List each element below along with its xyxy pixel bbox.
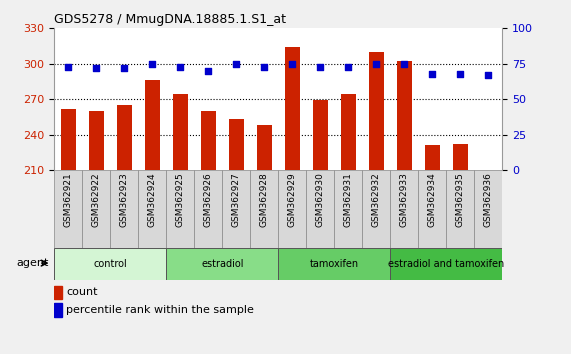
Text: control: control (94, 259, 127, 269)
Bar (313, 100, 328, 170)
Text: GSM362934: GSM362934 (428, 172, 437, 227)
Bar (54, 286, 62, 299)
Text: GSM362924: GSM362924 (148, 172, 157, 227)
Text: GSM362921: GSM362921 (64, 172, 73, 227)
FancyBboxPatch shape (194, 170, 222, 248)
FancyBboxPatch shape (475, 170, 502, 248)
Point (372, 61, 381, 67)
Point (484, 72, 493, 78)
Text: GSM362927: GSM362927 (232, 172, 241, 227)
Bar (425, 145, 440, 170)
Text: GSM362933: GSM362933 (400, 172, 409, 227)
Point (316, 64, 325, 69)
FancyBboxPatch shape (307, 170, 335, 248)
Text: GSM362929: GSM362929 (288, 172, 297, 227)
Point (260, 64, 269, 69)
Text: count: count (66, 287, 98, 297)
FancyBboxPatch shape (419, 170, 447, 248)
Bar (285, 47, 300, 170)
Text: GDS5278 / MmugDNA.18885.1.S1_at: GDS5278 / MmugDNA.18885.1.S1_at (54, 13, 286, 26)
FancyBboxPatch shape (391, 248, 502, 280)
Text: GSM362923: GSM362923 (120, 172, 129, 227)
FancyBboxPatch shape (279, 170, 307, 248)
Text: agent: agent (16, 258, 49, 268)
FancyBboxPatch shape (54, 248, 166, 280)
Bar (200, 111, 216, 170)
Text: estradiol and tamoxifen: estradiol and tamoxifen (388, 259, 505, 269)
Point (176, 64, 185, 69)
FancyBboxPatch shape (279, 248, 391, 280)
Bar (172, 95, 188, 170)
FancyBboxPatch shape (335, 170, 363, 248)
Point (120, 65, 129, 71)
Bar (54, 303, 62, 317)
Bar (61, 109, 76, 170)
Text: GSM362928: GSM362928 (260, 172, 269, 227)
FancyBboxPatch shape (391, 170, 419, 248)
Bar (89, 111, 104, 170)
Bar (256, 125, 272, 170)
Text: percentile rank within the sample: percentile rank within the sample (66, 305, 254, 315)
Text: GSM362926: GSM362926 (204, 172, 213, 227)
Point (428, 71, 437, 76)
Point (456, 71, 465, 76)
Text: tamoxifen: tamoxifen (310, 259, 359, 269)
FancyBboxPatch shape (110, 170, 138, 248)
Bar (144, 80, 160, 170)
Bar (228, 119, 244, 170)
Point (204, 68, 213, 74)
FancyBboxPatch shape (250, 170, 279, 248)
FancyBboxPatch shape (54, 170, 82, 248)
Bar (116, 105, 132, 170)
Text: GSM362932: GSM362932 (372, 172, 381, 227)
Bar (369, 52, 384, 170)
Text: GSM362931: GSM362931 (344, 172, 353, 227)
Bar (453, 144, 468, 170)
FancyBboxPatch shape (82, 170, 110, 248)
Point (64, 64, 73, 69)
FancyBboxPatch shape (363, 170, 391, 248)
Text: estradiol: estradiol (201, 259, 244, 269)
Point (92, 65, 101, 71)
Bar (397, 61, 412, 170)
FancyBboxPatch shape (138, 170, 166, 248)
Text: GSM362936: GSM362936 (484, 172, 493, 227)
Point (148, 61, 157, 67)
Point (288, 61, 297, 67)
Text: GSM362922: GSM362922 (92, 172, 100, 227)
FancyBboxPatch shape (166, 170, 194, 248)
FancyBboxPatch shape (222, 170, 250, 248)
Point (344, 64, 353, 69)
Point (400, 61, 409, 67)
FancyBboxPatch shape (166, 248, 279, 280)
Bar (341, 95, 356, 170)
Text: GSM362930: GSM362930 (316, 172, 325, 227)
FancyBboxPatch shape (447, 170, 475, 248)
Point (232, 61, 241, 67)
Text: GSM362935: GSM362935 (456, 172, 465, 227)
Text: GSM362925: GSM362925 (176, 172, 185, 227)
